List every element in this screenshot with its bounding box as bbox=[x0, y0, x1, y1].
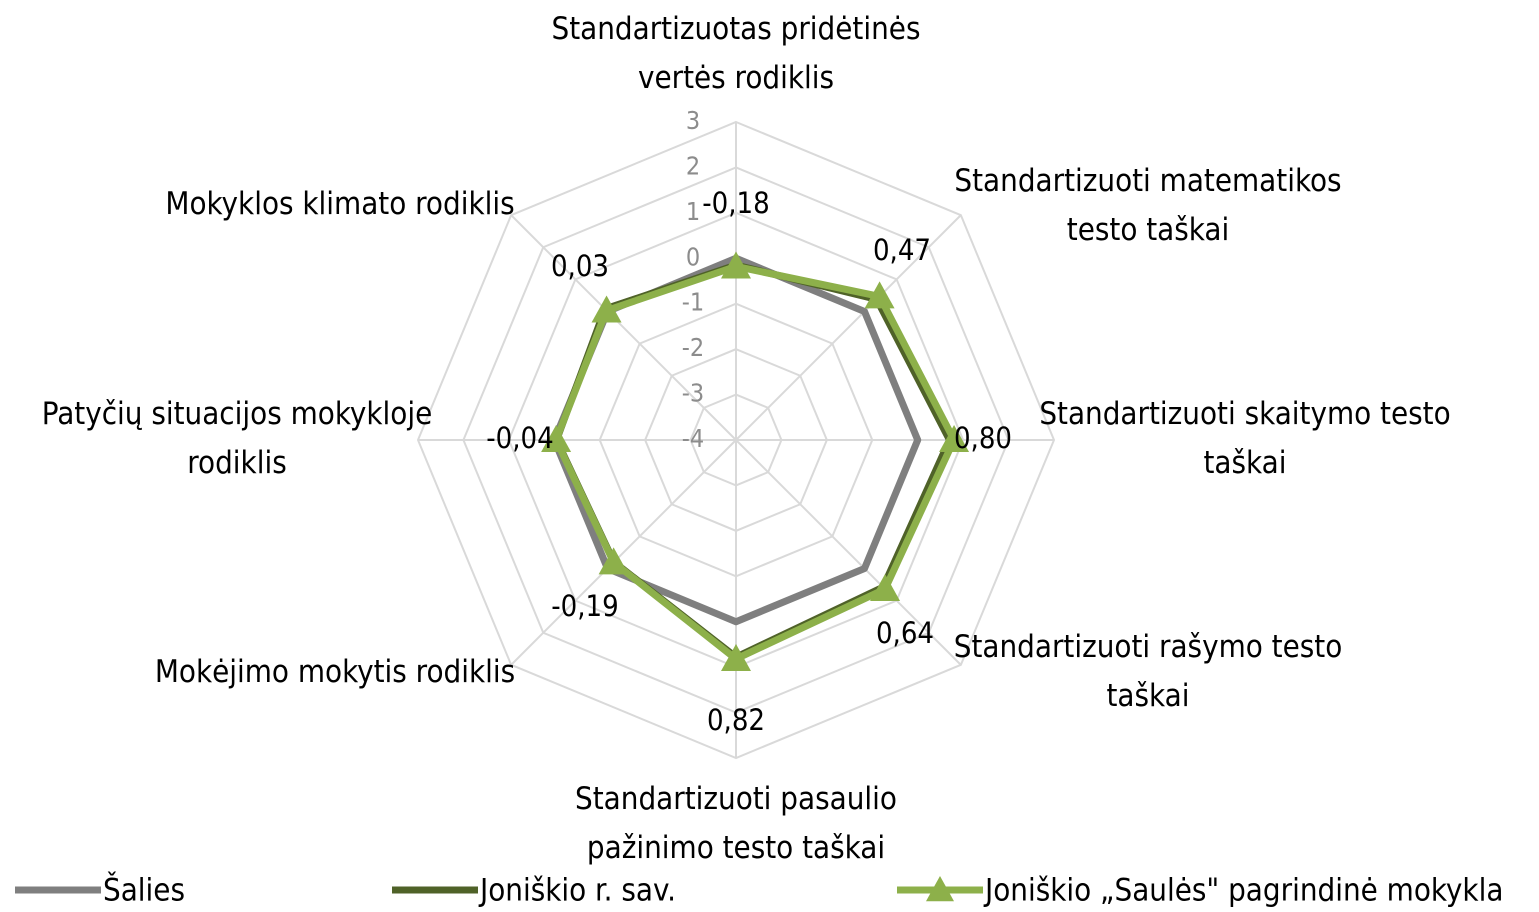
category-label: Standartizuoti pasaulio pažinimo testo ta… bbox=[575, 781, 897, 866]
legend-label: Joniškio „Saulės" pagrindinė mokykla bbox=[983, 873, 1503, 909]
y-tick-label: -3 bbox=[682, 379, 704, 408]
value-label: 0,64 bbox=[876, 616, 934, 650]
y-tick-label: 1 bbox=[686, 197, 700, 226]
value-label: 0,03 bbox=[551, 249, 609, 283]
marker bbox=[591, 295, 622, 323]
value-label: -0,04 bbox=[486, 421, 554, 455]
spoke bbox=[510, 439, 737, 666]
y-tick-label: -4 bbox=[682, 424, 704, 453]
y-tick-label: 2 bbox=[686, 151, 700, 180]
marker bbox=[864, 281, 895, 309]
legend-marker bbox=[926, 876, 954, 902]
category-label: Standartizuoti skaitymo testo taškai bbox=[1039, 396, 1450, 481]
spoke bbox=[735, 214, 962, 441]
category-label: Standartizuotas pridėtinės vertės rodikli… bbox=[552, 11, 921, 96]
category-label: Mokyklos klimato rodiklis bbox=[165, 186, 514, 222]
category-label: Standartizuoti matematikos testo taškai bbox=[954, 163, 1341, 248]
value-label: 0,80 bbox=[954, 421, 1012, 455]
marker bbox=[541, 425, 572, 452]
y-tick-label: -1 bbox=[682, 288, 704, 317]
legend-label: Joniškio r. sav. bbox=[478, 873, 676, 909]
marker bbox=[939, 425, 970, 452]
value-label: -0,18 bbox=[702, 186, 770, 220]
spoke bbox=[510, 214, 737, 441]
category-label: Patyčių situacijos mokykloje rodiklis bbox=[42, 396, 432, 481]
value-label: 0,47 bbox=[873, 233, 931, 267]
category-label: Mokėjimo mokytis rodiklis bbox=[155, 654, 515, 690]
category-label: Standartizuoti rašymo testo taškai bbox=[954, 629, 1343, 714]
marker bbox=[598, 547, 629, 575]
y-tick-label: -2 bbox=[682, 333, 704, 362]
marker bbox=[721, 643, 751, 671]
y-tick-label: 3 bbox=[686, 106, 700, 135]
legend-label: Šalies bbox=[103, 872, 185, 909]
marker bbox=[721, 251, 751, 279]
value-label: -0,19 bbox=[551, 589, 619, 623]
y-tick-label: 0 bbox=[686, 242, 700, 271]
value-label: 0,82 bbox=[707, 703, 765, 737]
spoke bbox=[735, 439, 962, 666]
marker bbox=[870, 574, 901, 602]
